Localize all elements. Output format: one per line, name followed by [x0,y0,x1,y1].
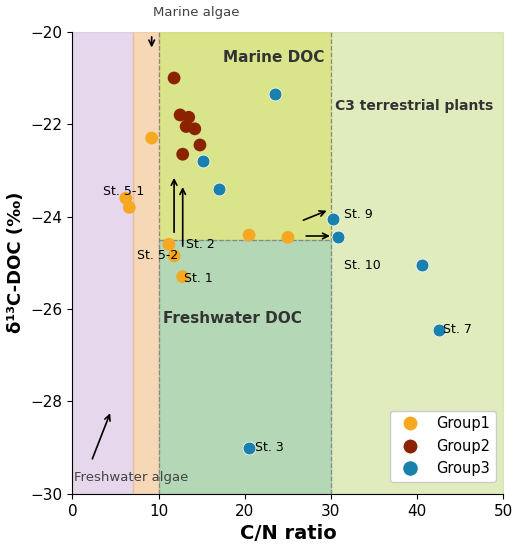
Point [170,251,178,260]
Point [196,141,204,150]
Y-axis label: δ¹³C-DOC (‰): δ¹³C-DOC (‰) [7,192,25,333]
Point [182,122,190,131]
Text: C3 terrestrial plants: C3 terrestrial plants [335,98,493,113]
Point [125,203,134,212]
Point [191,124,199,133]
Text: St. 1: St. 1 [185,272,213,285]
Text: St. 10: St. 10 [344,258,381,272]
Point [329,214,337,223]
Point [122,194,130,202]
Text: Freshwater DOC: Freshwater DOC [163,311,302,326]
X-axis label: C/N ratio: C/N ratio [240,524,336,543]
Point [165,240,173,249]
Point [148,134,156,142]
Point [185,113,193,122]
Point [418,261,426,270]
Point [245,443,253,452]
Point [176,111,184,119]
Text: St. 7: St. 7 [443,323,472,336]
Text: Freshwater algae: Freshwater algae [74,471,188,484]
Point [170,74,178,82]
Text: St. 9: St. 9 [344,208,373,221]
Point [215,184,223,193]
Point [199,157,207,166]
Point [245,230,253,239]
Text: St. 5-2: St. 5-2 [137,249,178,262]
Point [271,90,279,98]
Point [334,233,342,242]
Text: St. 3: St. 3 [255,441,284,454]
Text: St. 2: St. 2 [186,238,215,251]
Legend: Group1, Group2, Group3: Group1, Group2, Group3 [389,411,496,482]
Text: Marine DOC: Marine DOC [223,50,324,65]
Point [178,272,187,281]
Text: St. 5-1: St. 5-1 [102,185,144,197]
Point [178,150,187,158]
Point [284,233,292,242]
Text: Marine algae: Marine algae [152,6,239,19]
Point [435,326,443,334]
